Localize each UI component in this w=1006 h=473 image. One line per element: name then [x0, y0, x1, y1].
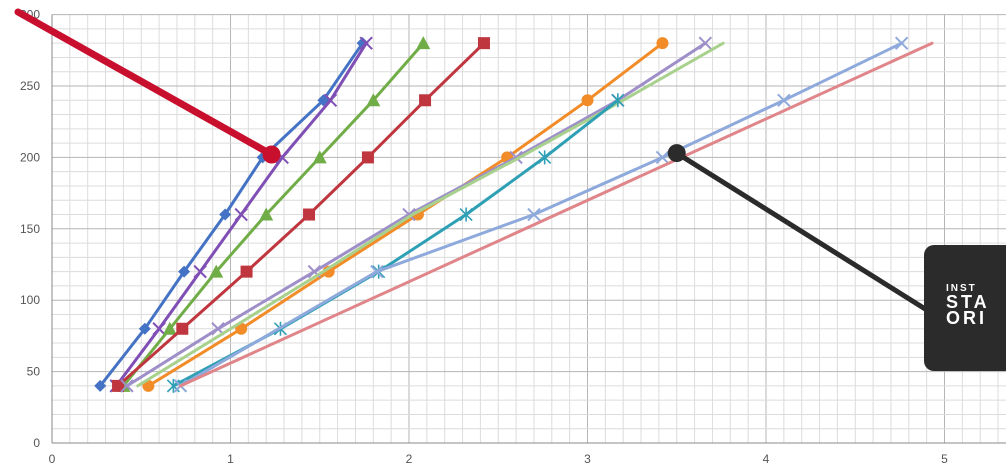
series-line	[179, 41, 934, 388]
y-tick-label: 0	[33, 436, 40, 450]
callout-line-2: STA	[946, 292, 990, 312]
x-tick-label: 4	[763, 452, 770, 466]
data-point-square	[112, 379, 125, 392]
data-point-diamond	[178, 265, 191, 278]
data-point-star	[611, 93, 625, 108]
data-point-star	[538, 150, 552, 165]
data-point-x	[323, 93, 338, 107]
chart-series-group	[94, 36, 934, 393]
data-point-triangle	[366, 93, 381, 107]
data-point-square	[419, 94, 432, 107]
series-9	[173, 36, 909, 393]
data-point-x	[359, 36, 373, 50]
red-arrow-line	[14, 8, 276, 159]
data-point-x	[655, 150, 670, 165]
x-tick-label: 2	[406, 452, 413, 466]
series-7	[136, 41, 725, 388]
data-point-square	[361, 151, 374, 164]
data-point-triangle	[259, 207, 274, 221]
series-3	[116, 36, 431, 392]
data-point-circle	[581, 94, 594, 107]
data-point-diamond	[94, 379, 107, 392]
data-point-x	[370, 264, 384, 279]
x-tick-label: 3	[584, 452, 591, 466]
callout-line-1: INST	[946, 283, 977, 294]
data-point-triangle	[416, 36, 431, 50]
data-point-x	[527, 207, 541, 222]
y-tick-label: 250	[20, 79, 40, 93]
data-point-diamond	[219, 208, 232, 221]
series-10	[179, 41, 934, 388]
data-point-square	[240, 265, 253, 278]
data-point-x	[120, 379, 134, 393]
x-tick-label: 1	[227, 452, 234, 466]
x-tick-label: 0	[49, 452, 56, 466]
data-point-x	[152, 322, 166, 336]
chart-annotations	[14, 8, 933, 315]
data-point-star	[459, 207, 473, 222]
data-point-x	[193, 264, 207, 279]
data-point-triangle	[209, 264, 224, 278]
data-point-x	[698, 36, 713, 50]
data-point-x	[777, 93, 791, 107]
series-2	[109, 36, 373, 393]
y-tick-label: 200	[20, 150, 40, 164]
series-line	[179, 41, 904, 388]
data-point-square	[176, 322, 189, 335]
y-tick-label: 150	[20, 222, 40, 236]
callout-line-3: ORI	[946, 308, 988, 328]
data-point-triangle	[312, 150, 327, 164]
data-point-diamond	[138, 322, 151, 335]
black-arrow-line	[674, 150, 933, 315]
chart-grid	[51, 14, 1006, 444]
data-point-x	[234, 207, 248, 222]
data-point-square	[303, 208, 316, 221]
callout-box: INST STA ORI	[924, 245, 1006, 371]
data-point-triangle	[162, 321, 177, 335]
y-tick-label: 100	[20, 293, 40, 307]
data-point-x	[894, 36, 909, 50]
x-tick-label: 5	[941, 452, 948, 466]
black-arrow-dot	[667, 144, 686, 163]
y-tick-label: 50	[27, 365, 41, 379]
series-4	[112, 37, 490, 392]
red-arrow-dot	[262, 145, 281, 164]
series-line	[136, 41, 725, 388]
data-point-square	[477, 37, 490, 50]
data-point-circle	[656, 37, 669, 50]
